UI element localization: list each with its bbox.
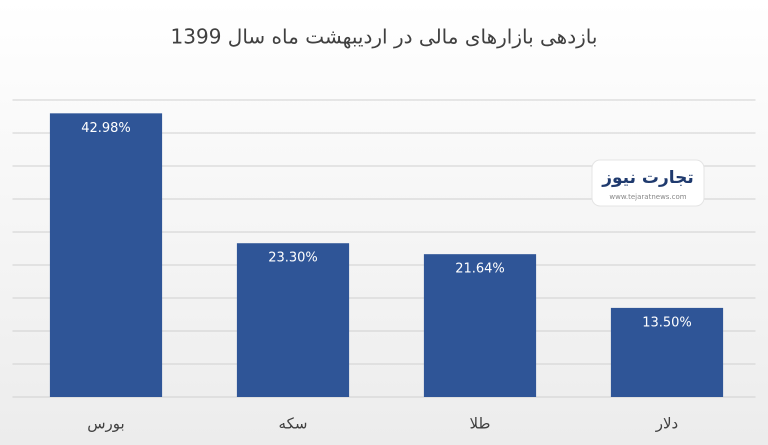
bar (610, 307, 724, 397)
data-label: 21.64% (455, 262, 505, 277)
chart-title: بازدهی بازارهای مالی در اردیبهشت ماه سال… (171, 25, 598, 49)
x-tick-label: بورس (87, 415, 124, 433)
x-tick-label: سکه (279, 415, 308, 433)
logo: تجارت نیوز www.tejaratnews.com (591, 159, 705, 207)
data-label: 13.50% (642, 315, 692, 330)
data-label: 42.98% (81, 121, 131, 136)
data-label: 23.30% (268, 251, 318, 266)
logo-box (591, 159, 705, 207)
logo-url: www.tejaratnews.com (609, 193, 686, 201)
bar (236, 243, 350, 397)
x-tick-label: دلار (655, 415, 678, 433)
bar (423, 254, 537, 397)
x-tick-label: طلا (470, 415, 491, 433)
bar (49, 113, 163, 397)
logo-name: تجارت نیوز (601, 168, 694, 188)
